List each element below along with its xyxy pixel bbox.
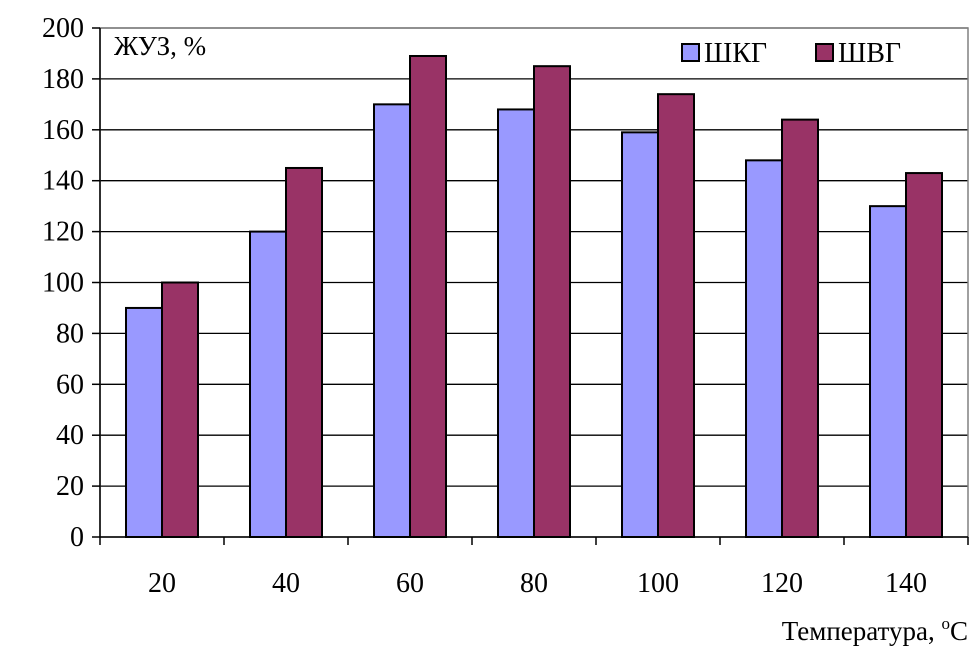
bar-shkg-60 xyxy=(373,103,411,538)
degree-superscript: o xyxy=(941,614,950,633)
y-tick-labels: 0 20 40 60 80 100 120 140 160 180 200 xyxy=(42,13,84,553)
y-tick-label: 160 xyxy=(42,115,84,146)
bar-shvg-20 xyxy=(161,281,199,538)
bars xyxy=(125,54,943,539)
y-tick-label: 80 xyxy=(56,318,84,349)
bar-shvg-140 xyxy=(905,172,943,538)
legend-swatch-shkg xyxy=(681,43,700,62)
x-axis-title-text: Температура, xyxy=(782,616,942,646)
legend: ШКГ ШВГ xyxy=(681,38,901,69)
y-axis-title: ЖУЗ, % xyxy=(114,31,206,61)
y-tick-label: 200 xyxy=(42,13,84,44)
y-tick-label: 100 xyxy=(42,268,84,299)
legend-label-shkg: ШКГ xyxy=(704,38,767,69)
x-tick-label: 20 xyxy=(148,568,176,599)
y-tick-label: 20 xyxy=(56,471,84,502)
y-tick-label: 60 xyxy=(56,369,84,400)
legend-label-shvg: ШВГ xyxy=(838,38,901,69)
x-axis-unit: oC xyxy=(941,614,968,646)
x-axis-title: Температура, oC xyxy=(782,614,968,646)
bar-shkg-80 xyxy=(497,108,535,538)
bar-shvg-100 xyxy=(657,93,695,538)
y-tick-label: 0 xyxy=(70,522,84,553)
x-tick-label: 60 xyxy=(396,568,424,599)
y-tick-label: 40 xyxy=(56,420,84,451)
bar-shkg-100 xyxy=(621,131,659,538)
x-tick-label: 120 xyxy=(761,568,803,599)
x-tick-label: 100 xyxy=(637,568,679,599)
bar-shvg-120 xyxy=(781,118,819,539)
bar-shkg-120 xyxy=(745,159,783,538)
x-tick-label: 40 xyxy=(272,568,300,599)
bar-shvg-40 xyxy=(285,166,323,538)
x-tick-label: 140 xyxy=(885,568,927,599)
bar-shvg-60 xyxy=(409,54,447,539)
y-tick-label: 140 xyxy=(42,166,84,197)
x-tick-label: 80 xyxy=(520,568,548,599)
y-tick-label: 180 xyxy=(42,64,84,95)
legend-swatch-shvg xyxy=(815,43,834,62)
x-tick-labels: 20 40 60 80 100 120 140 xyxy=(148,568,927,599)
bar-shkg-140 xyxy=(869,205,907,538)
axes xyxy=(92,27,969,545)
y-tick-label: 120 xyxy=(42,217,84,248)
bar-shkg-20 xyxy=(125,306,163,539)
bar-shvg-80 xyxy=(533,65,571,539)
unit-letter: C xyxy=(950,616,968,646)
bar-shkg-40 xyxy=(249,230,287,538)
